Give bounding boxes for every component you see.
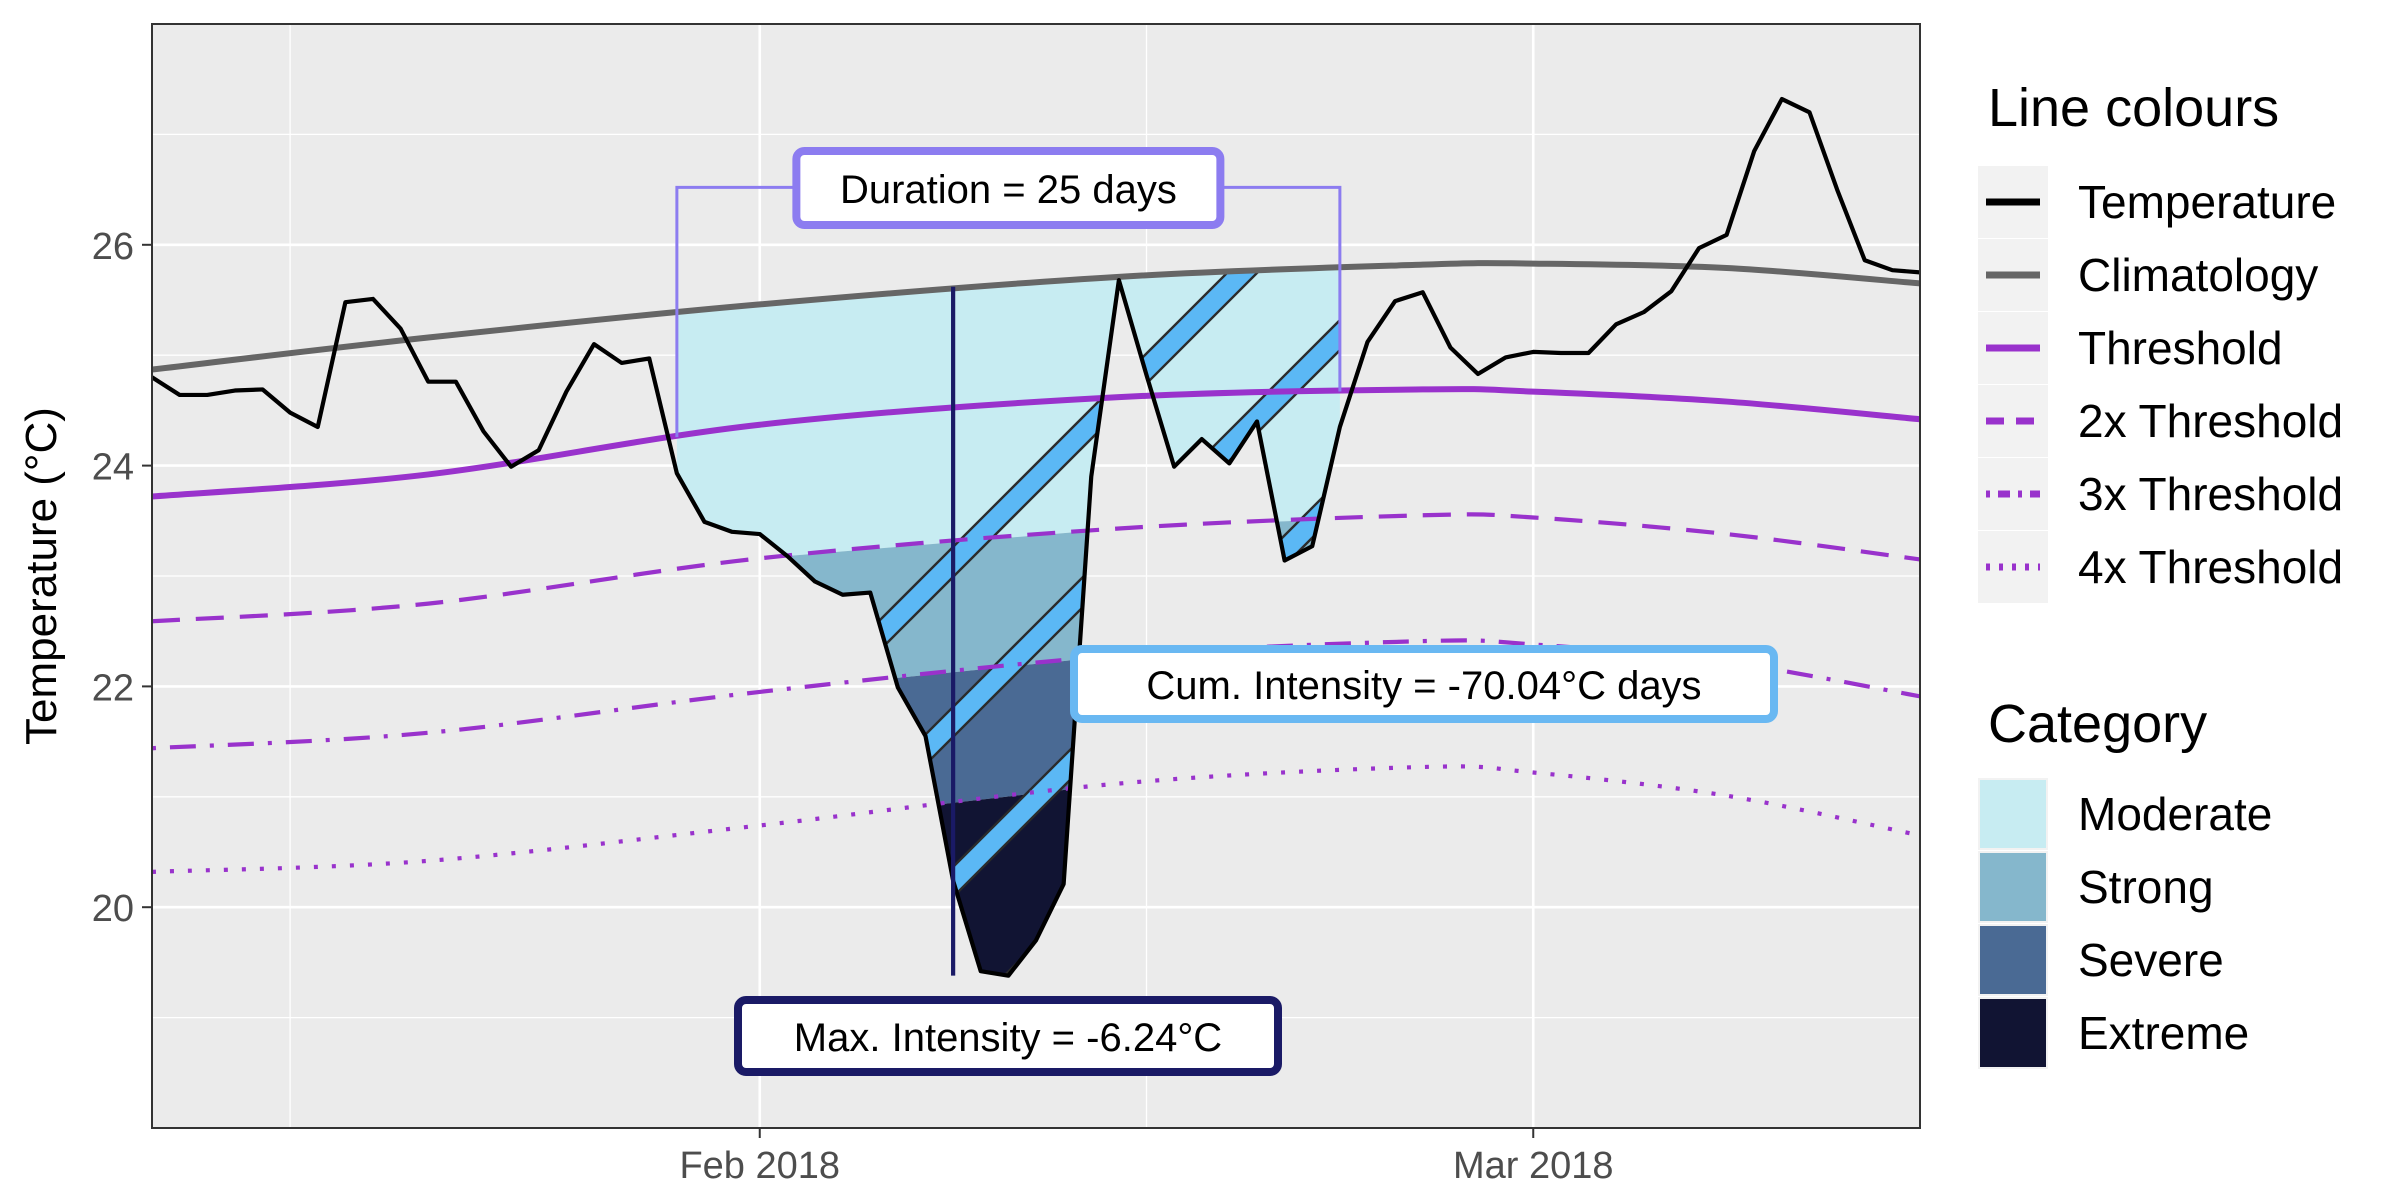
legend-item-2x-threshold: 2x Threshold <box>1978 385 2343 457</box>
legend-item-moderate: Moderate <box>1978 778 2272 850</box>
legend-key-swatch <box>1980 926 2046 994</box>
max-intensity-label: Max. Intensity = -6.24°C <box>734 996 1282 1076</box>
legend-label: 4x Threshold <box>2078 541 2343 593</box>
legend: Line colours Category Temperature Climato… <box>1978 78 2343 1069</box>
duration-label-text: Duration = 25 days <box>840 168 1177 212</box>
climatology-line <box>152 260 1920 373</box>
legend-label: Temperature <box>2078 176 2336 228</box>
legend-label: Climatology <box>2078 249 2318 301</box>
y-tick-label: 22 <box>92 667 134 709</box>
hatch-stripe-edge <box>676 267 1340 976</box>
hatch-stripe-edge <box>676 267 1340 976</box>
legend-key-swatch <box>1980 853 2046 921</box>
legend-item-severe: Severe <box>1978 924 2224 996</box>
legend-item-4x-threshold: 4x Threshold <box>1978 531 2343 603</box>
legend-label: Strong <box>2078 861 2214 913</box>
category-fill-severe <box>676 641 1340 872</box>
category-fill-moderate <box>676 267 1340 622</box>
legend-item-extreme: Extreme <box>1978 997 2249 1069</box>
legend-item-threshold: Threshold <box>1978 312 2283 384</box>
legend-label: Severe <box>2078 934 2224 986</box>
cum-intensity-label: Cum. Intensity = -70.04°C days <box>1070 645 1778 723</box>
y-tick-label: 24 <box>92 447 134 489</box>
max-intensity-label-box <box>734 996 1282 1076</box>
legend-key-swatch <box>1980 780 2046 848</box>
legend-title-category: Category <box>1988 694 2207 754</box>
hatch-stripe-edge <box>676 267 1340 976</box>
cum-intensity-label-box <box>1070 645 1778 723</box>
y-tick-label: 20 <box>92 888 134 930</box>
axes: Temperature (°C) 20 22 24 26 Feb 2018 Mar 201… <box>17 226 1614 1187</box>
x-tick-label: Feb 2018 <box>679 1145 840 1187</box>
hatch-stripe-fill <box>676 267 1340 976</box>
legend-title-line-colours: Line colours <box>1988 78 2279 138</box>
threshold-2x-line <box>152 512 1920 624</box>
panel-border <box>151 23 1921 1129</box>
legend-label: 3x Threshold <box>2078 468 2343 520</box>
legend-label: Threshold <box>2078 322 2283 374</box>
cum-intensity-label-text: Cum. Intensity = -70.04°C days <box>1146 664 1701 708</box>
duration-label: Duration = 25 days <box>792 147 1225 229</box>
legend-label: Moderate <box>2078 788 2272 840</box>
threshold-4x-line <box>152 764 1920 874</box>
annotations: Duration = 25 days Cum. Intensity = -70.0… <box>675 147 1778 1076</box>
y-axis-label: Temperature (°C) <box>17 407 66 745</box>
legend-item-climatology: Climatology <box>1978 239 2318 311</box>
legend-item-temperature: Temperature <box>1978 166 2336 238</box>
hatch-stripe <box>676 267 1340 976</box>
x-tick-label: Mar 2018 <box>1453 1145 1614 1187</box>
legend-label: Extreme <box>2078 1007 2249 1059</box>
legend-item-3x-threshold: 3x Threshold <box>1978 458 2343 530</box>
y-tick-label: 26 <box>92 226 134 268</box>
legend-item-strong: Strong <box>1978 851 2214 923</box>
duration-label-box <box>792 147 1225 229</box>
threshold-line <box>152 386 1920 500</box>
legend-key-swatch <box>1980 999 2046 1067</box>
legend-label: 2x Threshold <box>2078 395 2343 447</box>
temperature-line <box>152 96 1920 978</box>
max-intensity-label-text: Max. Intensity = -6.24°C <box>794 1016 1222 1060</box>
